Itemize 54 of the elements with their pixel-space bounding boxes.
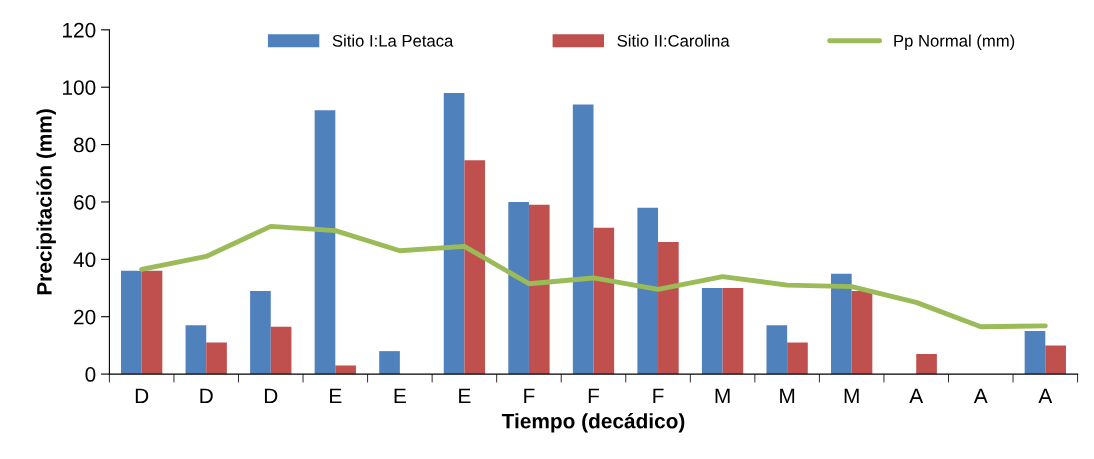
x-tick-label: E [330,388,342,404]
bar [528,204,550,375]
x-tick-label: F [653,388,664,404]
bar [572,104,594,375]
y-tick-label: 20 [74,309,96,325]
y-tick-label: 120 [63,22,96,38]
legend-label: Sitio II:Carolina [617,34,730,47]
bar [831,273,852,375]
y-tick-label: 0 [85,367,96,382]
bar [787,342,808,375]
x-axis-title: Tiempo (decádico) [501,412,685,433]
bar [335,365,356,375]
x-tick-label: M [780,388,795,404]
x-tick-label: E [394,388,406,404]
bar [314,110,336,375]
bar [722,288,744,375]
bar [270,326,292,375]
x-tick-label: D [135,388,149,404]
bar [379,351,400,375]
bar [443,92,465,375]
bar [701,288,723,375]
x-tick-label: F [588,388,600,404]
bar [1045,345,1066,375]
bar [206,342,227,375]
line-series [139,223,1048,330]
bar [916,354,937,375]
x-tick-label: M [844,388,859,404]
bar [766,325,788,375]
bar [1024,331,1046,375]
y-axis-title: Precipitación (mm) [36,109,56,295]
bar [464,160,486,375]
legend-label: Sitio I:La Petaca [332,34,454,47]
y-tick-label: 80 [73,137,96,153]
bar [658,242,679,375]
x-tick-label: E [459,388,471,404]
legend-label: Pp Normal (mm) [894,34,1015,51]
y-tick-label: 60 [74,194,96,210]
bar [637,207,659,375]
x-tick-label: A [909,388,924,404]
x-tick-label: A [973,388,988,404]
bar [508,201,529,375]
x-tick-label: M [715,388,730,404]
bar [851,290,873,375]
bar [185,325,207,375]
y-tick-label: 40 [73,252,96,268]
bar [121,270,142,375]
y-tick-label: 100 [63,80,96,95]
x-tick-label: F [524,388,535,404]
bar [593,227,615,375]
x-tick-label: D [200,388,213,404]
bar [250,290,271,375]
x-tick-label: A [1038,388,1053,404]
bar [141,270,163,375]
x-tick-label: D [264,388,278,404]
